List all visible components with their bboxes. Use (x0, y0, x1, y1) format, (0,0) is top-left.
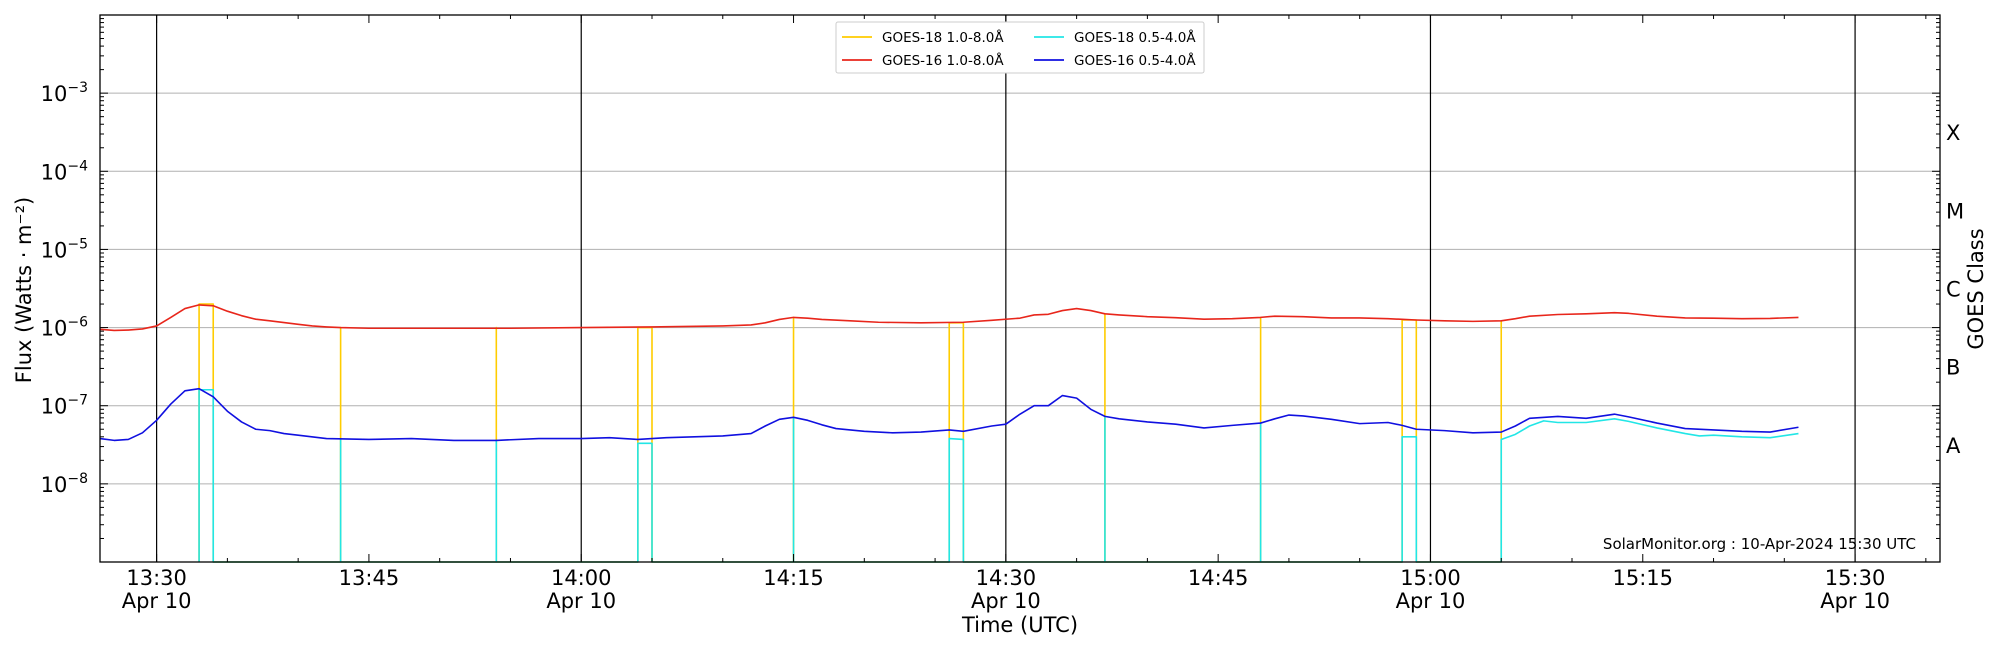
y-tick-label: 10−6 (41, 315, 88, 341)
x-tick-label: 15:15 (1613, 566, 1674, 590)
y-tick-label: 10−8 (41, 471, 88, 497)
x-tick-date-label: Apr 10 (1396, 589, 1466, 613)
y-tick-label: 10−4 (41, 158, 88, 184)
x-tick-date-label: Apr 10 (546, 589, 616, 613)
credit-text: SolarMonitor.org : 10-Apr-2024 15:30 UTC (1603, 535, 1916, 553)
legend-label: GOES-18 0.5-4.0Å (1074, 29, 1196, 46)
goes-class-label: C (1946, 278, 1961, 302)
x-axis-title: Time (UTC) (961, 613, 1078, 637)
legend: GOES-18 1.0-8.0Å GOES-16 1.0-8.0Å GOES-18 … (835, 21, 1205, 74)
x-tick-date-label: Apr 10 (971, 589, 1041, 613)
goes-class-title: GOES Class (1964, 228, 1988, 349)
y-tick-label: 10−3 (41, 80, 88, 106)
hour-marker-lines (156, 15, 1856, 562)
axis-ticks (100, 15, 1940, 563)
x-tick-label: 15:30 (1825, 566, 1886, 590)
legend-label: GOES-18 1.0-8.0Å (882, 29, 1004, 46)
goes-class-label: X (1946, 121, 1960, 145)
x-tick-label: 14:00 (551, 566, 612, 590)
x-tick-date-label: Apr 10 (122, 589, 192, 613)
series-line (99, 304, 1799, 332)
y-axis-title: Flux (Watts · m⁻²) (12, 197, 36, 383)
series-line (99, 387, 1799, 442)
legend-box (835, 21, 1205, 74)
x-tick-label: 14:30 (976, 566, 1037, 590)
x-tick-label: 13:30 (126, 566, 187, 590)
goes-class-label: M (1946, 199, 1964, 223)
plot-frame (99, 14, 1941, 563)
legend-items: GOES-18 1.0-8.0Å GOES-16 1.0-8.0Å GOES-18 … (842, 29, 1196, 69)
y-tick-label: 10−5 (41, 236, 88, 262)
legend-label: GOES-16 0.5-4.0Å (1074, 52, 1196, 69)
goes-class-label: B (1946, 356, 1960, 380)
y-tick-label: 10−7 (41, 393, 88, 419)
goes-class-label: A (1946, 434, 1961, 458)
x-tick-label: 14:45 (1188, 566, 1249, 590)
x-tick-label: 15:00 (1400, 566, 1461, 590)
x-tick-date-label: Apr 10 (1820, 589, 1890, 613)
x-tick-label: 13:45 (339, 566, 400, 590)
x-tick-label: 14:15 (763, 566, 824, 590)
legend-label: GOES-16 1.0-8.0Å (882, 52, 1004, 69)
